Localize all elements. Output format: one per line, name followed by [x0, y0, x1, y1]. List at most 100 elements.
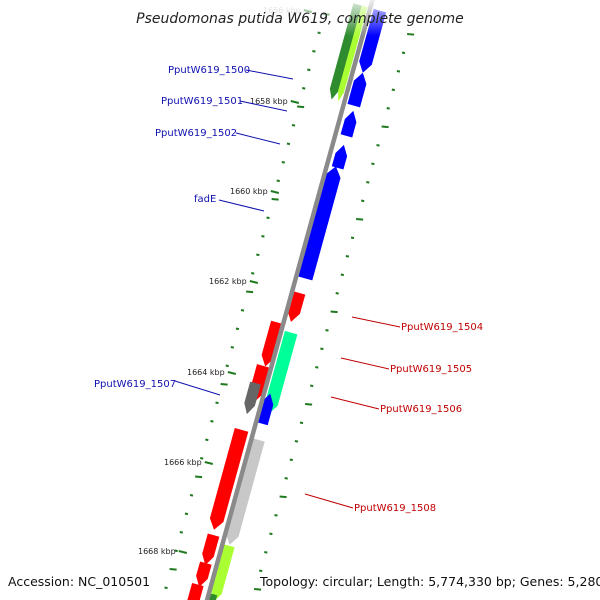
gene-pputw619-1507-gray [244, 381, 261, 415]
leader-line-left [174, 380, 221, 396]
accession-text: Accession: NC_010501 [8, 574, 150, 589]
left-tick [307, 68, 311, 72]
left-tick [302, 87, 306, 90]
right-tick [335, 292, 339, 295]
left-tick [164, 586, 168, 590]
left-tick [195, 475, 203, 479]
gene-red-low1 [202, 533, 220, 566]
tick-label-mark [204, 461, 214, 465]
tick-label-mark [178, 550, 188, 554]
left-tick [240, 309, 245, 312]
left-tick [220, 383, 228, 386]
tick-label: 1668 kbp [138, 547, 176, 556]
right-tick [345, 255, 350, 258]
gene-label-left: PputW619_1501 [161, 96, 243, 107]
gene-label-left: fadE [194, 194, 216, 205]
left-tick [235, 327, 240, 331]
tick-label-mark [270, 190, 280, 194]
leader-line-left [245, 69, 294, 80]
left-tick [266, 216, 270, 220]
left-tick [271, 198, 279, 201]
left-tick [246, 290, 254, 294]
right-tick [325, 329, 329, 332]
left-tick [215, 401, 219, 405]
left-tick [189, 494, 194, 497]
leader-line-right [340, 357, 390, 370]
left-tick [251, 272, 255, 275]
right-tick [305, 403, 313, 406]
gene-pputw619-1502 [340, 110, 357, 138]
tick-label-mark [227, 371, 237, 375]
gene-pputw619-1501-blue [347, 72, 367, 108]
tick-label-mark [249, 280, 259, 284]
left-tick [291, 124, 296, 127]
gene-pputw619-1508 [225, 438, 265, 545]
left-tick [312, 50, 316, 53]
gene-fade [297, 166, 341, 281]
gene-label-right: PputW619_1504 [401, 322, 483, 333]
leader-line-right [330, 396, 380, 410]
left-tick [225, 364, 229, 368]
leader-line-left [218, 199, 265, 212]
left-tick [210, 420, 214, 423]
gene-red-low2 [196, 561, 212, 588]
gene-label-right: PputW619_1508 [354, 503, 436, 514]
left-tick [286, 142, 291, 146]
leader-line-right [351, 316, 401, 328]
gene-labels: PputW619_1500 PputW619_1501 PputW619_1502f… [94, 65, 483, 514]
right-tick [279, 495, 287, 499]
leader-line-left [235, 132, 281, 145]
tick-label: 1660 kbp [230, 187, 268, 196]
backbone-line [204, 0, 375, 600]
right-tick [264, 551, 268, 554]
right-tick [289, 458, 293, 462]
right-tick [381, 125, 389, 129]
left-tick [184, 512, 189, 516]
map-title: Pseudomonas putida W619, complete genome [136, 11, 464, 27]
right-tick [396, 70, 401, 73]
gene-long-red [209, 428, 249, 530]
genome-summary-text: Topology: circular; Length: 5,774,330 bp… [259, 574, 600, 589]
right-tick [340, 273, 345, 277]
left-tick [169, 568, 177, 571]
backbone [204, 0, 375, 600]
right-tick [269, 532, 273, 536]
left-tick [261, 235, 265, 238]
gene-pputw619-1505-red [261, 320, 284, 367]
right-tick [350, 236, 355, 240]
right-tick [259, 569, 263, 573]
left-tick [230, 346, 235, 349]
right-tick [401, 51, 406, 55]
right-tick [330, 310, 338, 314]
tick-label: 1662 kbp [209, 277, 247, 286]
right-tick [315, 366, 319, 369]
right-tick [366, 181, 370, 184]
right-tick [371, 162, 375, 166]
left-tick [205, 438, 209, 442]
gene-label-left: PputW619_1500 [168, 65, 250, 76]
tick-label-mark [290, 100, 300, 104]
right-tick [274, 514, 278, 517]
tick-label: 1658 kbp [250, 97, 288, 106]
left-tick [174, 549, 178, 553]
gene-label-left: PputW619_1507 [94, 379, 176, 390]
left-tick [276, 179, 280, 183]
leader-line-right [304, 493, 354, 509]
right-tick [376, 144, 380, 147]
gene-features [187, 3, 387, 600]
right-tick [299, 421, 304, 425]
gene-pputw619-1507-blue [256, 393, 274, 426]
gene-fade-small [331, 144, 348, 170]
left-tick [200, 457, 204, 460]
tick-label: 1666 kbp [164, 458, 202, 467]
gene-green-low [211, 544, 235, 600]
gene-pputw619-1506 [265, 330, 298, 414]
right-tick [284, 477, 288, 480]
right-tick [310, 384, 314, 388]
left-tick [256, 253, 260, 257]
gene-label-right: PputW619_1506 [380, 404, 462, 415]
right-tick [361, 199, 365, 203]
title-fade [0, 0, 600, 36]
right-tick [386, 107, 390, 110]
gene-red-low3 [187, 583, 204, 600]
